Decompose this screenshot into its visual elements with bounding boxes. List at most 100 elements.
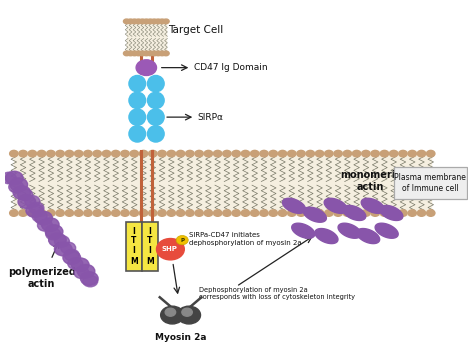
Ellipse shape bbox=[195, 210, 203, 216]
Ellipse shape bbox=[315, 150, 324, 157]
Ellipse shape bbox=[241, 210, 250, 216]
Ellipse shape bbox=[427, 150, 435, 157]
Ellipse shape bbox=[123, 19, 130, 24]
Circle shape bbox=[156, 239, 184, 260]
Ellipse shape bbox=[151, 51, 157, 56]
Ellipse shape bbox=[371, 210, 379, 216]
Ellipse shape bbox=[241, 150, 250, 157]
Text: Dephosphorylation of myosin 2a
corresponds with loss of cytoskeleton integrity: Dephosphorylation of myosin 2a correspon… bbox=[199, 287, 355, 300]
Ellipse shape bbox=[9, 150, 18, 157]
Circle shape bbox=[176, 236, 188, 245]
Ellipse shape bbox=[408, 210, 416, 216]
Ellipse shape bbox=[213, 150, 222, 157]
Circle shape bbox=[29, 202, 44, 214]
Circle shape bbox=[1, 172, 16, 184]
Ellipse shape bbox=[288, 210, 296, 216]
Circle shape bbox=[35, 211, 53, 225]
FancyBboxPatch shape bbox=[394, 167, 467, 199]
Circle shape bbox=[32, 210, 47, 222]
Circle shape bbox=[83, 275, 98, 287]
Ellipse shape bbox=[37, 210, 46, 216]
Ellipse shape bbox=[147, 19, 154, 24]
Ellipse shape bbox=[149, 210, 157, 216]
Ellipse shape bbox=[128, 19, 134, 24]
Ellipse shape bbox=[380, 150, 389, 157]
Ellipse shape bbox=[167, 210, 175, 216]
Ellipse shape bbox=[147, 109, 164, 125]
Ellipse shape bbox=[139, 150, 148, 157]
Ellipse shape bbox=[380, 210, 389, 216]
Circle shape bbox=[81, 272, 98, 285]
Circle shape bbox=[46, 225, 63, 238]
Ellipse shape bbox=[176, 150, 185, 157]
Ellipse shape bbox=[223, 150, 231, 157]
Ellipse shape bbox=[159, 51, 165, 56]
Ellipse shape bbox=[315, 210, 324, 216]
Polygon shape bbox=[324, 198, 347, 213]
Polygon shape bbox=[361, 198, 384, 213]
Circle shape bbox=[10, 178, 27, 192]
Polygon shape bbox=[315, 229, 338, 244]
Ellipse shape bbox=[129, 75, 146, 92]
Ellipse shape bbox=[131, 51, 137, 56]
Ellipse shape bbox=[130, 210, 138, 216]
Ellipse shape bbox=[130, 150, 138, 157]
Circle shape bbox=[25, 195, 40, 207]
Ellipse shape bbox=[155, 19, 161, 24]
Ellipse shape bbox=[232, 210, 240, 216]
Ellipse shape bbox=[47, 210, 55, 216]
FancyBboxPatch shape bbox=[142, 222, 158, 271]
Text: Target Cell: Target Cell bbox=[168, 25, 223, 35]
Ellipse shape bbox=[223, 210, 231, 216]
Ellipse shape bbox=[417, 210, 426, 216]
Ellipse shape bbox=[186, 150, 194, 157]
Text: M: M bbox=[130, 257, 137, 266]
Polygon shape bbox=[292, 223, 315, 238]
Text: Myosin 2a: Myosin 2a bbox=[155, 333, 206, 342]
Ellipse shape bbox=[334, 210, 342, 216]
Ellipse shape bbox=[65, 150, 73, 157]
Ellipse shape bbox=[297, 210, 305, 216]
Polygon shape bbox=[380, 205, 403, 220]
Ellipse shape bbox=[147, 92, 164, 109]
Ellipse shape bbox=[84, 150, 92, 157]
Ellipse shape bbox=[343, 210, 352, 216]
Ellipse shape bbox=[129, 92, 146, 109]
Circle shape bbox=[18, 189, 33, 200]
Ellipse shape bbox=[9, 210, 18, 216]
Ellipse shape bbox=[19, 210, 27, 216]
Text: P: P bbox=[180, 237, 184, 243]
FancyBboxPatch shape bbox=[126, 222, 142, 271]
Ellipse shape bbox=[306, 210, 314, 216]
Ellipse shape bbox=[269, 150, 277, 157]
Ellipse shape bbox=[102, 150, 110, 157]
Text: I
T
I: I T I bbox=[131, 226, 137, 255]
Circle shape bbox=[72, 258, 89, 272]
Text: polymerized
actin: polymerized actin bbox=[8, 267, 75, 289]
Circle shape bbox=[55, 236, 69, 247]
Bar bbox=[127, 20, 166, 55]
Ellipse shape bbox=[159, 19, 165, 24]
Ellipse shape bbox=[408, 150, 416, 157]
Ellipse shape bbox=[129, 109, 146, 125]
Ellipse shape bbox=[131, 19, 137, 24]
Ellipse shape bbox=[158, 210, 166, 216]
Ellipse shape bbox=[278, 210, 287, 216]
Circle shape bbox=[13, 186, 31, 199]
Ellipse shape bbox=[149, 150, 157, 157]
Ellipse shape bbox=[204, 210, 212, 216]
Ellipse shape bbox=[147, 75, 164, 92]
Ellipse shape bbox=[151, 19, 157, 24]
Ellipse shape bbox=[56, 150, 64, 157]
Ellipse shape bbox=[19, 150, 27, 157]
Ellipse shape bbox=[353, 150, 361, 157]
Circle shape bbox=[41, 218, 59, 231]
Text: M: M bbox=[146, 257, 154, 266]
Ellipse shape bbox=[65, 210, 73, 216]
Ellipse shape bbox=[399, 210, 407, 216]
Circle shape bbox=[46, 228, 61, 240]
Ellipse shape bbox=[232, 150, 240, 157]
Text: SHP: SHP bbox=[161, 246, 177, 252]
Text: I
T
I: I T I bbox=[147, 226, 153, 255]
Circle shape bbox=[177, 306, 201, 324]
